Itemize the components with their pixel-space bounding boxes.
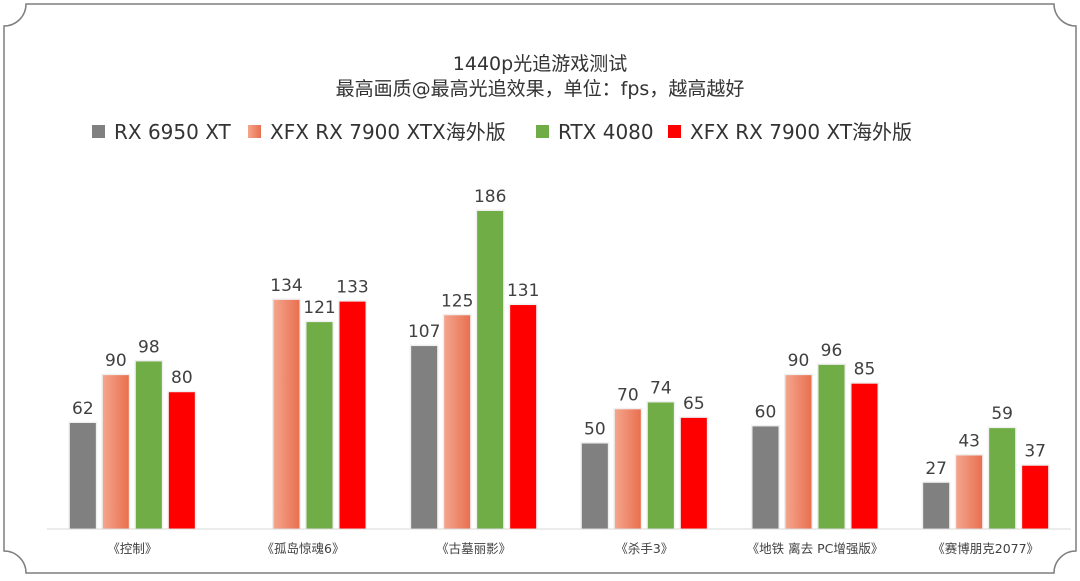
bar — [444, 315, 471, 529]
data-label: 125 — [441, 291, 473, 311]
data-label: 107 — [408, 322, 440, 342]
data-label: 74 — [650, 378, 672, 398]
bar — [581, 443, 608, 529]
data-label: 27 — [925, 459, 947, 479]
data-label: 70 — [617, 385, 639, 405]
data-label: 80 — [171, 368, 193, 388]
bar — [273, 299, 300, 529]
bar — [102, 375, 129, 529]
bar — [956, 455, 983, 529]
bar — [647, 402, 674, 529]
x-tick-label: 《孤岛惊魂6》 — [262, 541, 345, 556]
data-label: 133 — [336, 278, 368, 298]
data-label: 131 — [507, 281, 539, 301]
bar — [785, 375, 812, 529]
legend-label: RTX 4080 — [558, 120, 654, 144]
bar — [1022, 465, 1049, 529]
bar — [339, 301, 366, 529]
legend: RX 6950 XT XFX RX 7900 XTX海外版 RTX 4080 XFX … — [92, 120, 912, 144]
legend-swatch — [668, 125, 681, 138]
data-label: 65 — [683, 394, 705, 414]
data-label: 121 — [303, 298, 335, 318]
bar — [510, 305, 537, 529]
data-label: 62 — [72, 399, 94, 419]
bar — [752, 426, 779, 529]
bar — [135, 361, 162, 529]
data-label: 85 — [854, 360, 876, 380]
legend-label: XFX RX 7900 XTX海外版 — [270, 120, 506, 144]
x-tick-label: 《地铁 离去 PC增强版》 — [747, 541, 884, 556]
data-label: 50 — [584, 420, 606, 440]
legend-swatch — [92, 125, 105, 138]
chart-frame — [3, 3, 1077, 574]
data-label: 59 — [991, 404, 1013, 424]
data-label: 90 — [105, 351, 127, 371]
chart-subtitle: 最高画质@最高光追效果，单位：fps，越高越好 — [336, 78, 745, 100]
bar — [680, 417, 707, 529]
bar — [306, 322, 333, 529]
legend-swatch — [248, 125, 261, 138]
x-tick-label: 《古墓丽影》 — [436, 541, 511, 556]
x-tick-label: 《杀手3》 — [615, 541, 673, 556]
data-label: 96 — [821, 341, 843, 361]
x-tick-label: 《控制》 — [107, 541, 157, 556]
bar — [477, 211, 504, 529]
data-label: 134 — [270, 276, 302, 296]
bar — [923, 482, 950, 529]
data-label: 60 — [755, 402, 777, 422]
bar — [989, 428, 1016, 529]
legend-swatch — [536, 125, 549, 138]
data-label: 43 — [958, 431, 980, 451]
data-label: 37 — [1024, 442, 1046, 462]
legend-label: RX 6950 XT — [114, 120, 232, 144]
bar — [614, 409, 641, 529]
x-tick-label: 《赛博朋克2077》 — [932, 541, 1039, 556]
data-label: 90 — [788, 351, 810, 371]
data-label: 98 — [138, 337, 160, 357]
data-label: 186 — [474, 187, 506, 207]
bar — [851, 383, 878, 529]
bar — [168, 392, 195, 529]
bar — [818, 364, 845, 529]
bar — [69, 423, 96, 529]
chart-title: 1440p光追游戏测试 — [453, 53, 627, 75]
bar — [411, 346, 438, 529]
x-axis-labels: 《控制》 《孤岛惊魂6》 《古墓丽影》 《杀手3》 《地铁 离去 PC增强版》 《赛博朋克… — [107, 541, 1039, 556]
legend-label: XFX RX 7900 XT海外版 — [690, 120, 912, 144]
